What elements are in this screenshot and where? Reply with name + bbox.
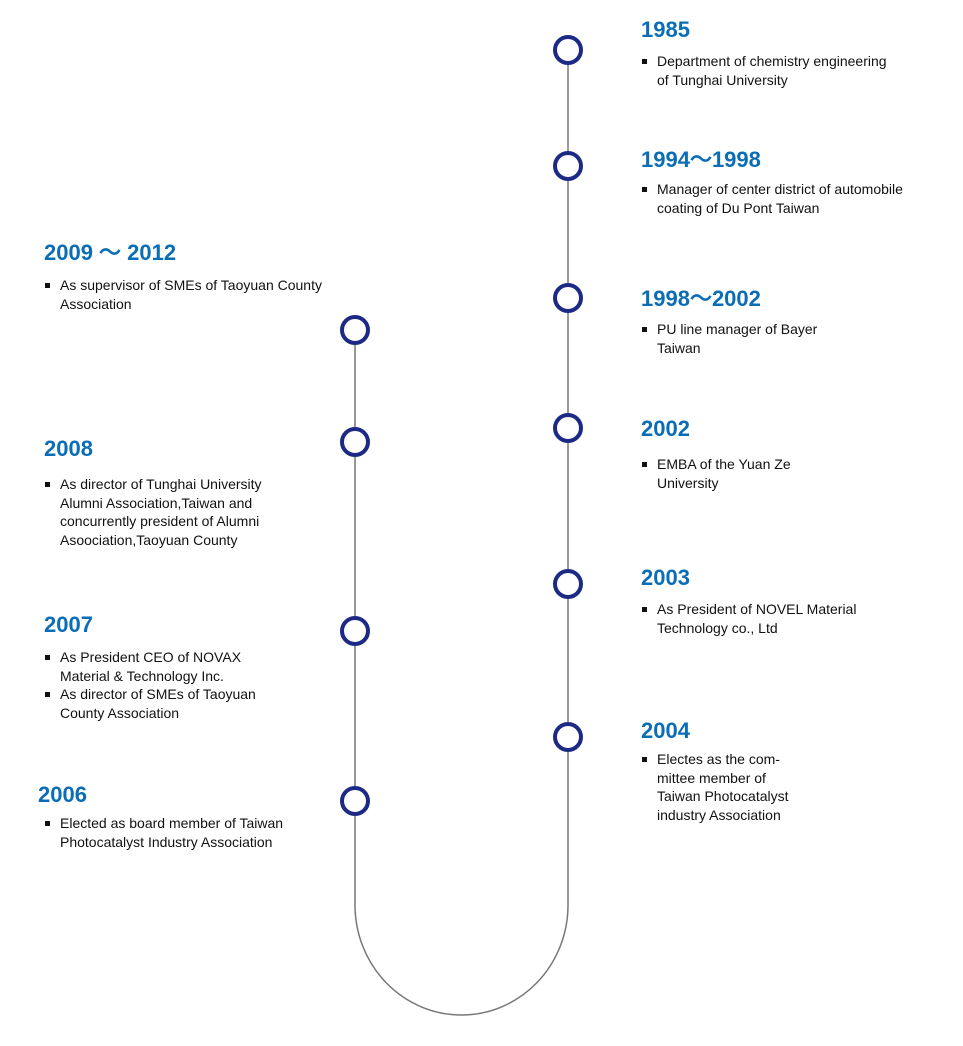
entry-item: EMBA of the Yuan Ze University bbox=[641, 455, 791, 492]
entry-item: As director of SMEs of Taoyuan County As… bbox=[44, 685, 256, 722]
entry-2006: 2006 Elected as board member of Taiwan P… bbox=[38, 782, 283, 851]
entry-year: 2007 bbox=[44, 612, 93, 637]
entry-year: 1998～2002 bbox=[641, 286, 761, 311]
entry-2002: 2002 EMBA of the Yuan Ze University bbox=[641, 416, 791, 492]
entry-1985: 1985 Department of chemistry engineering… bbox=[641, 17, 887, 89]
entry-item: As director of Tunghai University Alumni… bbox=[44, 475, 262, 549]
entry-2009-2012: 2009 ～ 2012 As supervisor of SMEs of Tao… bbox=[44, 240, 322, 313]
timeline-line bbox=[354, 50, 569, 1016]
entry-item: PU line manager of Bayer Taiwan bbox=[641, 320, 817, 357]
entry-2003: 2003 As President of NOVEL Material Tech… bbox=[641, 565, 856, 637]
entry-item: Manager of center district of automobile… bbox=[641, 180, 903, 217]
timeline-node-icon bbox=[553, 413, 583, 443]
entry-year: 2008 bbox=[44, 436, 93, 461]
entry-2004: 2004 Electes as the com- mittee member o… bbox=[641, 718, 789, 824]
entry-year: 2006 bbox=[38, 782, 87, 807]
entry-1994-1998: 1994～1998 Manager of center district of … bbox=[641, 147, 903, 217]
entry-year: 2009 ～ 2012 bbox=[44, 240, 177, 265]
entry-1998-2002: 1998～2002 PU line manager of Bayer Taiwa… bbox=[641, 286, 817, 357]
timeline-node-icon bbox=[340, 315, 370, 345]
timeline-node-icon bbox=[553, 151, 583, 181]
entry-year: 2002 bbox=[641, 416, 690, 441]
entry-year: 2003 bbox=[641, 565, 690, 590]
timeline-node-icon bbox=[553, 722, 583, 752]
entry-year: 2004 bbox=[641, 718, 690, 743]
entry-2008: 2008 As director of Tunghai University A… bbox=[44, 436, 262, 549]
entry-item: As supervisor of SMEs of Taoyuan County … bbox=[44, 276, 322, 313]
entry-item: Electes as the com- mittee member of Tai… bbox=[641, 750, 789, 824]
entry-year: 1994～1998 bbox=[641, 147, 761, 172]
entry-item: As President of NOVEL Material Technolog… bbox=[641, 600, 856, 637]
timeline-node-icon bbox=[340, 786, 370, 816]
timeline-node-icon bbox=[340, 616, 370, 646]
entry-item: Department of chemistry engineering of T… bbox=[641, 52, 887, 89]
entry-item: As President CEO of NOVAX Material & Tec… bbox=[44, 648, 256, 685]
entry-year: 1985 bbox=[641, 17, 690, 42]
entry-item: Elected as board member of Taiwan Photoc… bbox=[44, 814, 283, 851]
timeline-node-icon bbox=[553, 569, 583, 599]
timeline-node-icon bbox=[340, 427, 370, 457]
entry-2007: 2007 As President CEO of NOVAX Material … bbox=[44, 612, 256, 722]
timeline-node-icon bbox=[553, 35, 583, 65]
timeline-node-icon bbox=[553, 283, 583, 313]
